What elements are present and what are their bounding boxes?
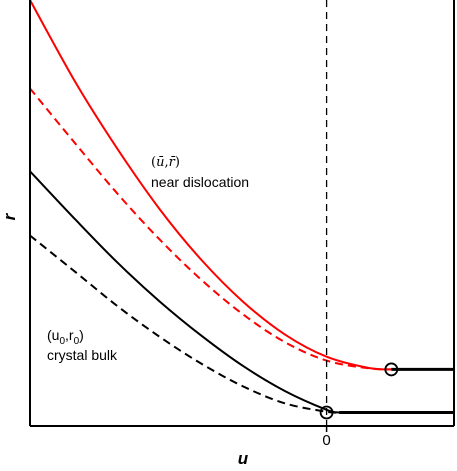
annotation-bulk-label-text: crystal bulk	[47, 347, 118, 363]
annotation-crystal-bulk: (u0,r0) crystal bulk	[47, 327, 118, 363]
annotation-bulk-label-math: (u0,r0)	[47, 327, 84, 347]
series-line-red-dashed	[30, 87, 392, 371]
x-axis-title: u	[238, 449, 249, 468]
series-layer	[30, 0, 454, 415]
annotation-near-label-math: (ū,r̄)	[151, 155, 180, 170]
series-line-black-solid	[30, 170, 454, 414]
series-line-red-solid	[30, 0, 454, 371]
open-circle-marker-2	[384, 362, 399, 377]
marker-layer	[319, 362, 399, 420]
series-line-black-dashed	[30, 234, 340, 414]
open-circle-marker-1	[319, 405, 334, 420]
x-tick-layer: 0	[322, 426, 331, 449]
y-axis-title: r	[0, 212, 19, 220]
x-tick-label: 0	[322, 432, 330, 449]
annotation-near-dislocation: (ū,r̄) near dislocation	[151, 155, 249, 190]
annotation-near-label-text: near dislocation	[151, 174, 249, 190]
